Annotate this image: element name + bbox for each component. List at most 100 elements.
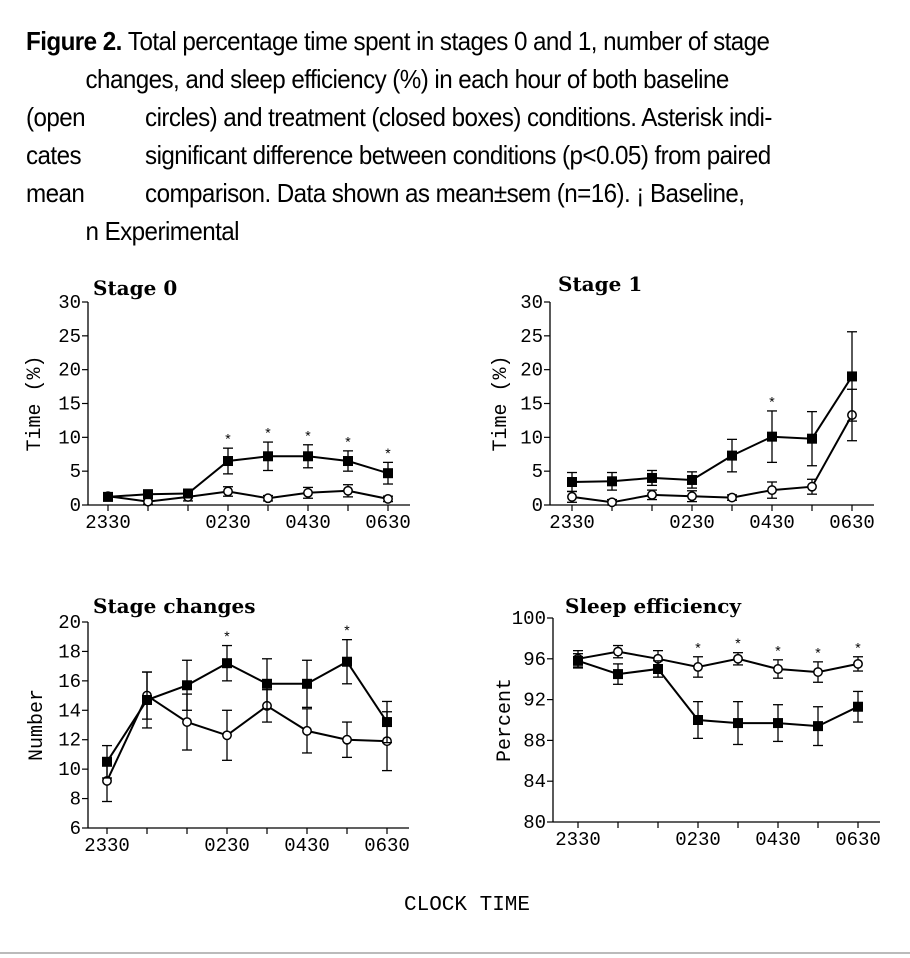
significance-asterisk: * [223, 631, 231, 647]
baseline-point [303, 487, 313, 498]
experimental-point [847, 371, 857, 382]
baseline-point [687, 491, 697, 502]
experimental-point [653, 664, 663, 674]
baseline-point [567, 491, 577, 502]
caption-label: Figure 2. [26, 26, 122, 56]
chart-stage0: 0 5 10 15 20 25 30 2330 0230 0430 0630 Stage 0 Time … [24, 276, 411, 534]
caption-text-3: circles) and treatment (closed boxes) co… [145, 102, 772, 132]
x-tick-label: 0230 [675, 829, 721, 851]
x-tick-label: 0630 [365, 512, 411, 534]
experimental-point [767, 431, 777, 442]
x-tick-label: 0630 [835, 829, 881, 851]
y-axis-label: Time (%) [490, 355, 513, 451]
significance-asterisk: * [224, 433, 232, 449]
significance-asterisk: * [694, 642, 702, 658]
experimental-point [303, 451, 313, 462]
baseline-point [607, 497, 617, 508]
x-tick-label: 2330 [549, 512, 595, 534]
experimental-point [693, 715, 703, 725]
baseline-point [853, 658, 863, 669]
caption-text-2: changes, and sleep efficiency (%) in eac… [85, 64, 730, 94]
baseline-point [383, 493, 393, 504]
bottom-rule [0, 952, 910, 954]
experimental-point [647, 472, 657, 483]
y-tick-label: 20 [520, 360, 543, 382]
y-tick-label: 8 [70, 789, 81, 811]
y-tick-label: 18 [58, 641, 81, 663]
y-tick-label: 80 [523, 812, 546, 834]
y-tick-label: 96 [523, 649, 546, 671]
x-tick-label: 0430 [284, 835, 330, 857]
y-tick-label: 92 [523, 690, 546, 712]
experimental-point [567, 476, 577, 487]
y-tick-label: 30 [58, 292, 81, 314]
y-axis-label: Number [26, 689, 49, 761]
x-axis-shared-label: CLOCK TIME [404, 894, 530, 917]
caption-left-4: cates [26, 140, 82, 170]
baseline-point [727, 492, 737, 503]
experimental-point [222, 658, 232, 669]
y-tick-label: 0 [70, 495, 81, 517]
y-tick-label: 14 [58, 700, 81, 722]
y-tick-label: 12 [58, 730, 81, 752]
baseline-point [613, 646, 623, 657]
significance-asterisk: * [734, 638, 742, 654]
series-line-experimental [571, 375, 853, 483]
baseline-point [302, 725, 312, 736]
y-tick-label: 25 [520, 326, 543, 348]
baseline-point [773, 664, 783, 674]
caption-line-2: changes, and sleep efficiency (%) in eac… [26, 60, 824, 98]
significance-asterisk: * [304, 430, 312, 446]
caption-left-3: (open [26, 102, 86, 132]
experimental-point [773, 718, 783, 729]
significance-asterisk: * [264, 427, 272, 443]
baseline-point [222, 730, 232, 741]
experimental-point [607, 476, 617, 487]
chart-title: Stage 1 [558, 272, 642, 296]
x-tick-label: 2330 [85, 512, 131, 534]
experimental-point [343, 456, 353, 467]
y-tick-label: 5 [70, 461, 81, 483]
experimental-point [142, 694, 152, 705]
experimental-point [727, 450, 737, 461]
significance-asterisk: * [768, 396, 776, 412]
experimental-point [853, 701, 863, 712]
baseline-point [223, 486, 233, 497]
x-tick-label: 0630 [829, 512, 875, 534]
baseline-point [807, 481, 817, 492]
chart-efficiency: 80 84 88 92 96 100 2330 0230 0430 0630 Sleep effic… [494, 594, 881, 851]
chart-changes: 6 8 10 12 14 16 18 20 2330 0230 0430 0630 Stage chan… [26, 594, 410, 857]
caption-line-4: cates significant difference between cond… [26, 136, 824, 174]
caption-line-6: n Experimental [26, 212, 824, 250]
chart-title: Stage 0 [93, 276, 177, 300]
experimental-point [342, 656, 352, 667]
y-tick-label: 100 [512, 608, 546, 630]
y-tick-label: 5 [532, 461, 543, 483]
y-tick-label: 10 [58, 427, 81, 449]
y-tick-label: 0 [532, 495, 543, 517]
y-tick-label: 84 [523, 771, 546, 793]
y-tick-label: 16 [58, 671, 81, 693]
experimental-point [687, 474, 697, 485]
caption-text-5: comparison. Data shown as mean±sem (n=16… [145, 178, 745, 208]
baseline-point [343, 485, 353, 496]
x-tick-label: 0430 [749, 512, 795, 534]
experimental-point [573, 655, 583, 666]
baseline-point [813, 667, 823, 678]
experimental-point [382, 717, 392, 728]
series-line-baseline [106, 694, 388, 782]
y-tick-label: 20 [58, 360, 81, 382]
significance-asterisk: * [344, 436, 352, 452]
x-tick-label: 0230 [204, 835, 250, 857]
experimental-point [103, 491, 113, 502]
experimental-point [733, 718, 743, 729]
y-tick-label: 15 [520, 394, 543, 416]
x-tick-label: 0430 [285, 512, 331, 534]
baseline-point [182, 717, 192, 728]
baseline-point [342, 734, 352, 745]
y-axis-label: Time (%) [24, 355, 47, 451]
x-tick-label: 0430 [755, 829, 801, 851]
figure-caption: Figure 2. Total percentage time spent in… [26, 22, 824, 250]
caption-text-4: significant difference between condition… [145, 140, 771, 170]
series-line-baseline [107, 489, 389, 503]
